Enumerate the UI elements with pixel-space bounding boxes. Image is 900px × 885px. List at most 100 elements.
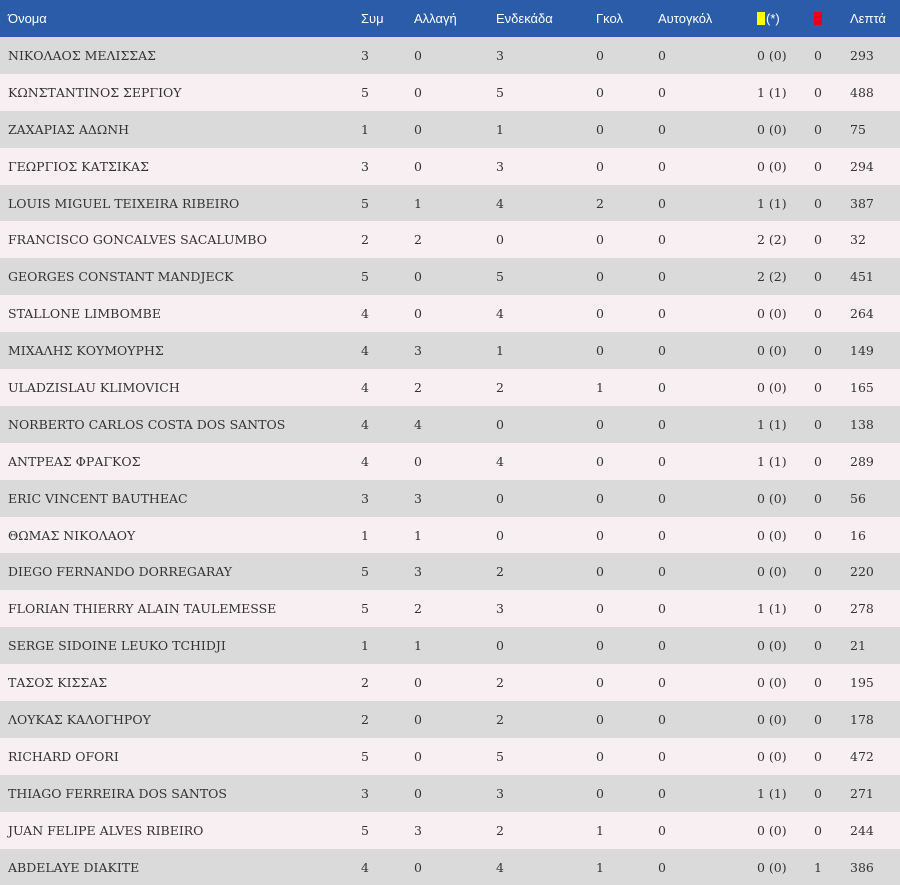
red-card-icon: [814, 12, 822, 25]
appearances-cell: 4: [361, 343, 369, 359]
minutes-cell: 165: [850, 379, 874, 395]
header-starting[interactable]: Ενδεκάδα: [496, 11, 553, 26]
goals-cell: 1: [596, 379, 604, 395]
own-goals-cell: 0: [658, 601, 666, 617]
appearances-cell: 5: [361, 564, 369, 580]
player-name[interactable]: LOUIS MIGUEL TEIXEIRA RIBEIRO: [8, 195, 240, 211]
table-row: SERGE SIDOINE LEUKO TCHIDJI 1 1 0 0 0 0 (0) 0 21: [0, 627, 900, 665]
minutes-cell: 387: [850, 195, 874, 211]
yellow-cards-cell: 2 (2): [757, 269, 787, 285]
player-name[interactable]: ΘΩΜΑΣ ΝΙΚΟΛΑΟΥ: [8, 527, 136, 543]
red-cards-cell: 0: [814, 306, 822, 322]
player-name[interactable]: ΚΩΝΣΤΑΝΤΙΝΟΣ ΣΕΡΓΙΟΥ: [8, 84, 182, 100]
red-cards-cell: 0: [814, 47, 822, 63]
goals-cell: 0: [596, 269, 604, 285]
player-name[interactable]: ULADZISLAU KLIMOVICH: [8, 379, 180, 395]
player-name[interactable]: ΑΝΤΡΕΑΣ ΦΡΑΓΚΟΣ: [8, 453, 141, 469]
own-goals-cell: 0: [658, 84, 666, 100]
yellow-cards-cell: 0 (0): [757, 564, 787, 580]
substitute-cell: 1: [414, 527, 422, 543]
table-row: DIEGO FERNANDO DORREGARAY 5 3 2 0 0 0 (0) 0 220: [0, 553, 900, 591]
table-row: ΛΟΥΚΑΣ ΚΑΛΟΓΗΡΟΥ 2 0 2 0 0 0 (0) 0 178: [0, 701, 900, 738]
goals-cell: 0: [596, 47, 604, 63]
header-substitute[interactable]: Αλλαγή: [414, 11, 457, 26]
red-cards-cell: 0: [814, 675, 822, 691]
red-cards-cell: 0: [814, 232, 822, 248]
substitute-cell: 2: [414, 232, 422, 248]
appearances-cell: 1: [361, 638, 369, 654]
yellow-cards-cell: 0 (0): [757, 638, 787, 654]
minutes-cell: 244: [850, 822, 874, 838]
header-red-cards[interactable]: [814, 0, 850, 37]
table-row: FRANCISCO GONCALVES SACALUMBO 2 2 0 0 0 2 (2) 0…: [0, 221, 900, 259]
goals-cell: 0: [596, 564, 604, 580]
own-goals-cell: 0: [658, 195, 666, 211]
player-name[interactable]: DIEGO FERNANDO DORREGARAY: [8, 564, 233, 580]
own-goals-cell: 0: [658, 859, 666, 875]
player-name[interactable]: ΛΟΥΚΑΣ ΚΑΛΟΓΗΡΟΥ: [8, 711, 151, 727]
goals-cell: 0: [596, 490, 604, 506]
header-yellow-cards[interactable]: (*): [757, 0, 814, 37]
header-appearances[interactable]: Συμ: [361, 11, 384, 26]
own-goals-cell: 0: [658, 711, 666, 727]
player-name[interactable]: ΤΑΣΟΣ ΚΙΣΣΑΣ: [8, 675, 108, 691]
header-goals[interactable]: Γκολ: [596, 11, 623, 26]
yellow-cards-cell: 2 (2): [757, 232, 787, 248]
yellow-cards-cell: 1 (1): [757, 416, 787, 432]
starting-cell: 5: [496, 748, 504, 764]
player-name[interactable]: ΜΙΧΑΛΗΣ ΚΟΥΜΟΥΡΗΣ: [8, 343, 164, 359]
starting-cell: 4: [496, 453, 504, 469]
player-name[interactable]: JUAN FELIPE ALVES RIBEIRO: [8, 822, 204, 838]
yellow-cards-cell: 0 (0): [757, 306, 787, 322]
player-name[interactable]: SERGE SIDOINE LEUKO TCHIDJI: [8, 638, 226, 654]
player-name[interactable]: RICHARD OFORI: [8, 748, 119, 764]
minutes-cell: 195: [850, 675, 874, 691]
own-goals-cell: 0: [658, 47, 666, 63]
player-name[interactable]: STALLONE LIMBOMBE: [8, 306, 161, 322]
player-name[interactable]: ΝΙΚΟΛΑΟΣ ΜΕΛΙΣΣΑΣ: [8, 47, 157, 63]
player-name[interactable]: FLORIAN THIERRY ALAIN TAULEMESSE: [8, 601, 277, 617]
player-name[interactable]: NORBERTO CARLOS COSTA DOS SANTOS: [8, 416, 286, 432]
yellow-cards-cell: 0 (0): [757, 748, 787, 764]
header-own-goals[interactable]: Αυτογκόλ: [658, 11, 713, 26]
header-row: Όνομα Συμ Αλλαγή Ενδεκάδα Γκολ Αυτογκόλ …: [0, 0, 900, 37]
substitute-cell: 0: [414, 748, 422, 764]
table-row: ΝΙΚΟΛΑΟΣ ΜΕΛΙΣΣΑΣ 3 0 3 0 0 0 (0) 0 293: [0, 37, 900, 74]
own-goals-cell: 0: [658, 638, 666, 654]
minutes-cell: 149: [850, 343, 874, 359]
red-cards-cell: 0: [814, 343, 822, 359]
goals-cell: 0: [596, 711, 604, 727]
player-name[interactable]: FRANCISCO GONCALVES SACALUMBO: [8, 232, 267, 248]
table-row: ΘΩΜΑΣ ΝΙΚΟΛΑΟΥ 1 1 0 0 0 0 (0) 0 16: [0, 516, 900, 554]
goals-cell: 0: [596, 416, 604, 432]
red-cards-cell: 0: [814, 490, 822, 506]
starting-cell: 0: [496, 638, 504, 654]
own-goals-cell: 0: [658, 822, 666, 838]
minutes-cell: 472: [850, 748, 874, 764]
minutes-cell: 178: [850, 711, 874, 727]
table-body: ΝΙΚΟΛΑΟΣ ΜΕΛΙΣΣΑΣ 3 0 3 0 0 0 (0) 0 293 ΚΩΝΣΤΑΝΤΙ…: [0, 37, 900, 885]
player-name[interactable]: ΖΑΧΑΡΙΑΣ ΑΔΩΝΗ: [8, 121, 130, 137]
table-row: ΚΩΝΣΤΑΝΤΙΝΟΣ ΣΕΡΓΙΟΥ 5 0 5 0 0 1 (1) 0 488: [0, 73, 900, 111]
table-row: LOUIS MIGUEL TEIXEIRA RIBEIRO 5 1 4 2 0 1 (1) 0…: [0, 184, 900, 222]
header-minutes[interactable]: Λεπτά: [850, 11, 886, 26]
player-name[interactable]: ABDELAYE DIAKITE: [8, 859, 140, 875]
goals-cell: 0: [596, 748, 604, 764]
player-name[interactable]: ERIC VINCENT BAUTHEAC: [8, 490, 188, 506]
player-name[interactable]: THIAGO FERREIRA DOS SANTOS: [8, 785, 227, 801]
table-row: ULADZISLAU KLIMOVICH 4 2 2 1 0 0 (0) 0 165: [0, 369, 900, 406]
header-name[interactable]: Όνομα: [8, 11, 47, 26]
player-name[interactable]: GEORGES CONSTANT MANDJECK: [8, 269, 234, 285]
own-goals-cell: 0: [658, 343, 666, 359]
red-cards-cell: 0: [814, 822, 822, 838]
yellow-cards-cell: 0 (0): [757, 158, 787, 174]
appearances-cell: 4: [361, 416, 369, 432]
appearances-cell: 3: [361, 47, 369, 63]
yellow-cards-cell: 0 (0): [757, 343, 787, 359]
substitute-cell: 0: [414, 711, 422, 727]
own-goals-cell: 0: [658, 158, 666, 174]
own-goals-cell: 0: [658, 527, 666, 543]
player-name[interactable]: ΓΕΩΡΓΙΟΣ ΚΑΤΣΙΚΑΣ: [8, 158, 149, 174]
table-row: ABDELAYE DIAKITE 4 0 4 1 0 0 (0) 1 386: [0, 848, 900, 885]
